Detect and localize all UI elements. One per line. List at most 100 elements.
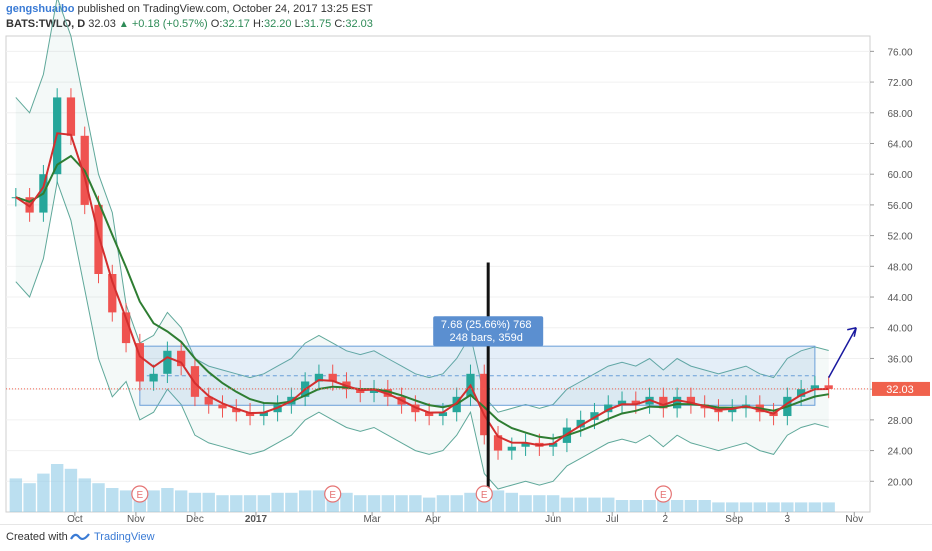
x-tick-label: Nov	[127, 514, 145, 524]
volume-bar	[739, 502, 753, 512]
volume-bar	[519, 495, 532, 512]
volume-bar	[560, 497, 574, 512]
plot-area[interactable]	[5, 35, 871, 513]
candle-body	[604, 404, 613, 413]
volume-bar	[340, 492, 353, 512]
published-text: published on TradingView.com, October 24…	[77, 3, 373, 15]
created-with-text: Created with	[6, 531, 68, 543]
y-tick-label: 76.00	[887, 47, 912, 58]
volume-bar	[354, 495, 367, 512]
low-label: L:	[294, 18, 304, 30]
volume-bar	[367, 495, 381, 512]
volume-bar	[588, 497, 601, 512]
volume-bar	[794, 502, 808, 512]
y-tick-label: 56.00	[887, 201, 912, 212]
x-tick-label: Mar	[363, 514, 381, 524]
volume-bar	[491, 490, 505, 512]
volume-bar	[629, 500, 642, 512]
x-tick-label: 2	[663, 514, 669, 524]
volume-bar	[37, 473, 50, 512]
volume-bar	[216, 495, 229, 512]
ema-slow-line	[15, 154, 829, 440]
current-price-label: 32.03	[886, 384, 914, 396]
y-tick-label: 20.00	[887, 477, 912, 488]
volume-bar	[161, 488, 174, 512]
candle-body	[493, 435, 503, 451]
volume-bar	[312, 490, 326, 512]
candle-body	[480, 373, 489, 436]
volume-bar	[712, 502, 725, 512]
volume-bar	[257, 495, 271, 512]
volume-bar	[574, 497, 587, 512]
open-value: 32.17	[222, 18, 250, 30]
candle-body	[686, 396, 696, 405]
tradingview-link[interactable]: TradingView	[94, 531, 155, 543]
earnings-marker	[324, 485, 342, 503]
tradingview-logo-icon	[70, 533, 90, 541]
volume-bar	[464, 492, 477, 512]
candle-body	[108, 274, 117, 313]
y-tick-label: 60.00	[887, 170, 912, 181]
close-label: C:	[334, 18, 346, 30]
volume-bar	[298, 490, 312, 512]
ema-fast-line	[15, 132, 829, 447]
y-tick-label: 72.00	[887, 78, 912, 89]
volume-bar	[243, 495, 257, 512]
candle-body	[549, 442, 558, 447]
candle-body	[369, 389, 379, 393]
x-tick-label: Jul	[606, 514, 619, 524]
low-value: 31.75	[303, 18, 332, 30]
projection-arrow[interactable]	[828, 327, 857, 379]
x-tick-label: 3	[785, 514, 791, 524]
candle-body	[631, 400, 640, 405]
earnings-marker	[654, 485, 672, 503]
publish-info: gengshuaibo published on TradingView.com…	[6, 3, 373, 15]
volume-bar	[381, 495, 395, 512]
candle-body	[617, 400, 627, 405]
y-tick-label: 48.00	[887, 262, 912, 273]
earnings-label: E	[660, 490, 667, 501]
close-value: 32.03	[345, 18, 373, 30]
y-tick-label: 28.00	[887, 416, 912, 427]
volume-bar	[684, 500, 698, 512]
up-arrow-icon: ▲	[118, 19, 129, 30]
volume-bar	[9, 478, 23, 512]
candle-body	[824, 385, 833, 389]
volume-bar	[533, 495, 546, 512]
lower-band	[15, 179, 829, 490]
earnings-label: E	[329, 490, 336, 501]
candle-body	[66, 97, 76, 136]
high-label: H:	[252, 18, 264, 30]
candle-body	[177, 350, 186, 367]
measure-label-2: 248 bars, 359d	[449, 332, 522, 344]
candle-body	[232, 408, 241, 413]
x-tick-label: Jun	[545, 514, 561, 524]
volume-bar	[64, 468, 78, 512]
volume-bar	[698, 500, 711, 512]
candle-body	[218, 404, 227, 409]
x-tick-label: Sep	[725, 514, 743, 524]
volume-bar	[188, 492, 202, 512]
y-tick-label: 44.00	[887, 293, 912, 304]
earnings-marker	[131, 485, 149, 503]
band-fill	[15, 0, 829, 489]
last-price: 32.03	[88, 18, 116, 30]
candle-body	[149, 373, 158, 382]
candle-body	[810, 385, 820, 390]
candle-body	[438, 412, 448, 417]
volume-bar	[202, 492, 215, 512]
x-tick-label: Nov	[845, 514, 863, 524]
volume-bar	[546, 495, 560, 512]
candle-body	[590, 412, 599, 420]
volume-bar	[781, 502, 794, 512]
candle-body	[121, 312, 131, 344]
volume-bar	[409, 495, 422, 512]
y-tick-label: 40.00	[887, 324, 912, 335]
y-tick-label: 36.00	[887, 354, 912, 365]
author-link[interactable]: gengshuaibo	[6, 3, 75, 15]
high-value: 32.20	[263, 18, 292, 30]
price-chart[interactable]: 7.68 (25.66%) 768 248 bars, 359d E E E E 76…	[0, 0, 932, 524]
volume-bar	[450, 495, 463, 512]
x-axis: Oct Nov Dec 2017 Mar Apr Jun Jul 2 Sep 3 Nov	[67, 512, 863, 524]
footer: Created with TradingView	[0, 524, 932, 551]
